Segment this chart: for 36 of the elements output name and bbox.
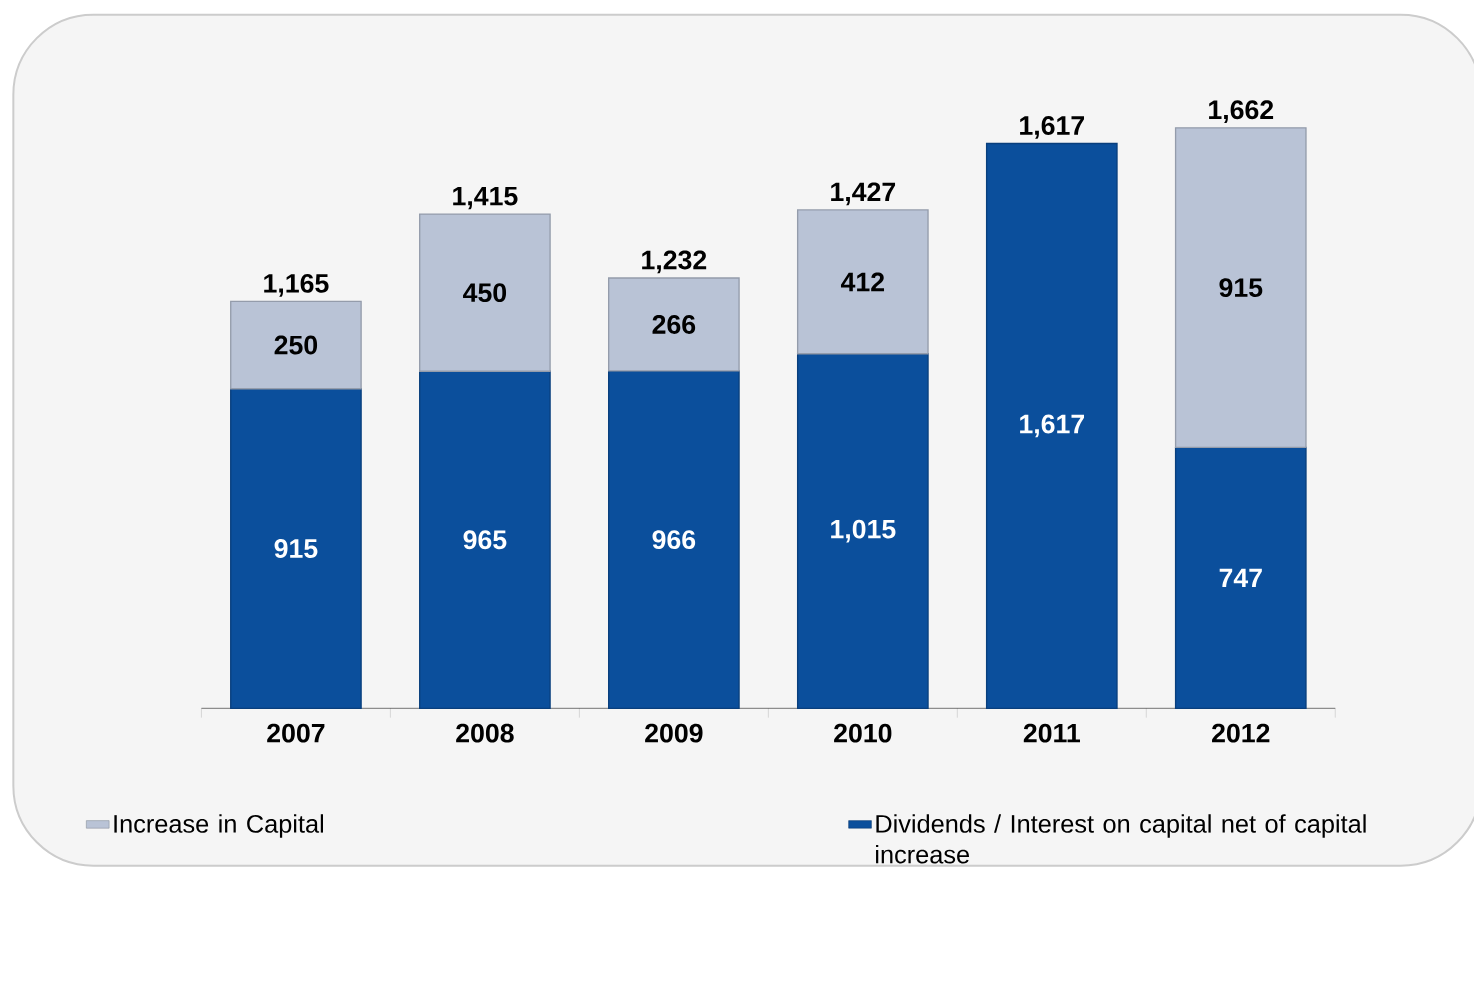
total-label: 1,617 — [1020, 115, 1085, 139]
data-label: 250 — [274, 335, 318, 355]
x-tick-label: 2007 — [267, 723, 325, 743]
total-label: 1,662 — [1209, 100, 1274, 123]
total-label: 1,415 — [453, 186, 518, 210]
total-label: 1,165 — [264, 273, 329, 297]
data-label: 915 — [274, 538, 318, 558]
bar — [985, 142, 1118, 709]
bar — [1174, 446, 1307, 709]
total-label: 1,232 — [642, 250, 707, 274]
data-label: 412 — [840, 272, 885, 291]
bar — [419, 213, 551, 372]
data-label: 915 — [1219, 277, 1263, 297]
x-tick-label: 2009 — [645, 723, 703, 743]
x-tick-label: 2011 — [1023, 723, 1081, 743]
data-label: 1,617 — [1020, 414, 1085, 438]
data-label: 450 — [463, 283, 507, 302]
data-label: 266 — [652, 314, 696, 334]
bar — [796, 208, 929, 355]
x-tick-label: 2010 — [834, 723, 892, 743]
x-tick-label: 2012 — [1212, 723, 1270, 743]
data-label: 965 — [463, 530, 507, 549]
data-label: 1,015 — [831, 519, 896, 543]
legend-label: Dividends / Interest on capital net of capital increase — [876, 814, 1366, 864]
bar — [796, 352, 929, 709]
bar — [230, 300, 362, 390]
bar — [419, 370, 551, 709]
total-label: 1,427 — [831, 182, 896, 205]
data-label: 747 — [1219, 568, 1262, 587]
bar — [230, 387, 362, 709]
x-tick-label: 2008 — [456, 723, 514, 743]
data-label: 966 — [652, 529, 696, 549]
bar — [1174, 126, 1307, 448]
bar — [608, 370, 740, 709]
bar — [608, 277, 740, 372]
legend-label: Increase in Capital — [114, 814, 324, 838]
